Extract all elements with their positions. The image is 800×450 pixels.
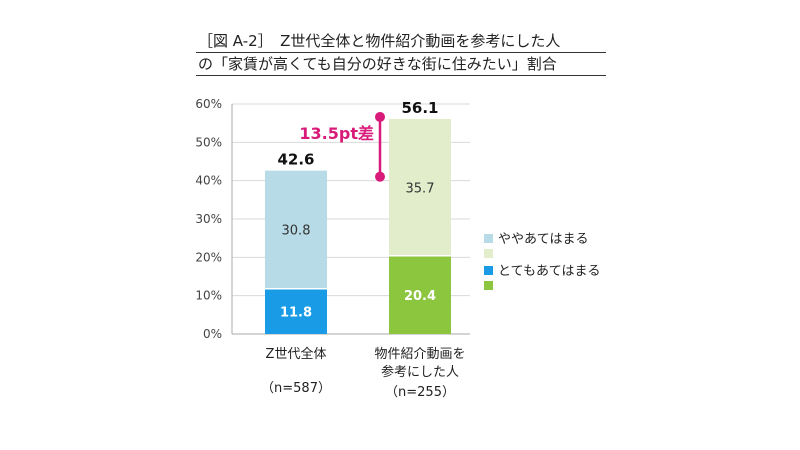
bar-segment-2-somewhat-agree	[389, 118, 451, 256]
bar-segment-1-somewhat-agree	[265, 170, 327, 289]
x-category-label-2-line-1: 物件紹介動画を	[374, 347, 465, 362]
chart-title-line-1: ［図 A-2］ Z世代全体と物件紹介動画を参考にした人	[196, 30, 606, 53]
x-category-n-1: （n=587）	[261, 381, 331, 396]
total-label-2: 56.1	[401, 99, 438, 117]
data-label-somewhat-agree-2: 35.7	[406, 181, 435, 196]
y-tick-label-0: 0%	[203, 327, 222, 341]
y-tick-label-6: 60%	[195, 97, 222, 111]
legend-swatch-somewhat-agree-1	[484, 234, 493, 243]
legend-swatch-somewhat-agree-2	[484, 249, 493, 258]
y-tick-label-2: 20%	[195, 250, 222, 264]
data-label-strongly-agree-1: 11.8	[280, 305, 312, 320]
difference-bracket-top-dot	[375, 111, 385, 122]
legend-label-somewhat-agree: ややあてはまる	[498, 232, 588, 247]
total-label-1: 42.6	[277, 151, 314, 169]
bar-segment-2-strongly-agree	[389, 255, 451, 334]
y-tick-label-1: 10%	[195, 289, 222, 303]
legend-swatch-strongly-agree-2	[484, 281, 493, 290]
y-tick-label-4: 40%	[195, 174, 222, 188]
difference-bracket-bottom-dot	[375, 171, 385, 182]
chart-title-line-2: の「家賃が高くても自分の好きな街に住みたい」割合	[196, 53, 606, 76]
x-category-n-2: （n=255）	[385, 385, 455, 400]
difference-annotation: 13.5pt差	[299, 124, 374, 143]
data-label-somewhat-agree-1: 30.8	[282, 224, 311, 239]
x-category-label-1-line-1: Z世代全体	[266, 346, 327, 362]
x-category-label-2-line-2: 参考にした人	[381, 364, 459, 380]
legend-label-strongly-agree: とてもあてはまる	[498, 264, 600, 279]
y-tick-label-3: 30%	[195, 212, 222, 226]
y-tick-label-5: 50%	[195, 135, 222, 149]
legend-swatch-strongly-agree-1	[484, 266, 493, 275]
data-label-strongly-agree-2: 20.4	[404, 289, 436, 304]
chart-title: ［図 A-2］ Z世代全体と物件紹介動画を参考にした人 の「家賃が高くても自分の…	[196, 30, 606, 76]
bar-segment-1-strongly-agree	[265, 288, 327, 334]
